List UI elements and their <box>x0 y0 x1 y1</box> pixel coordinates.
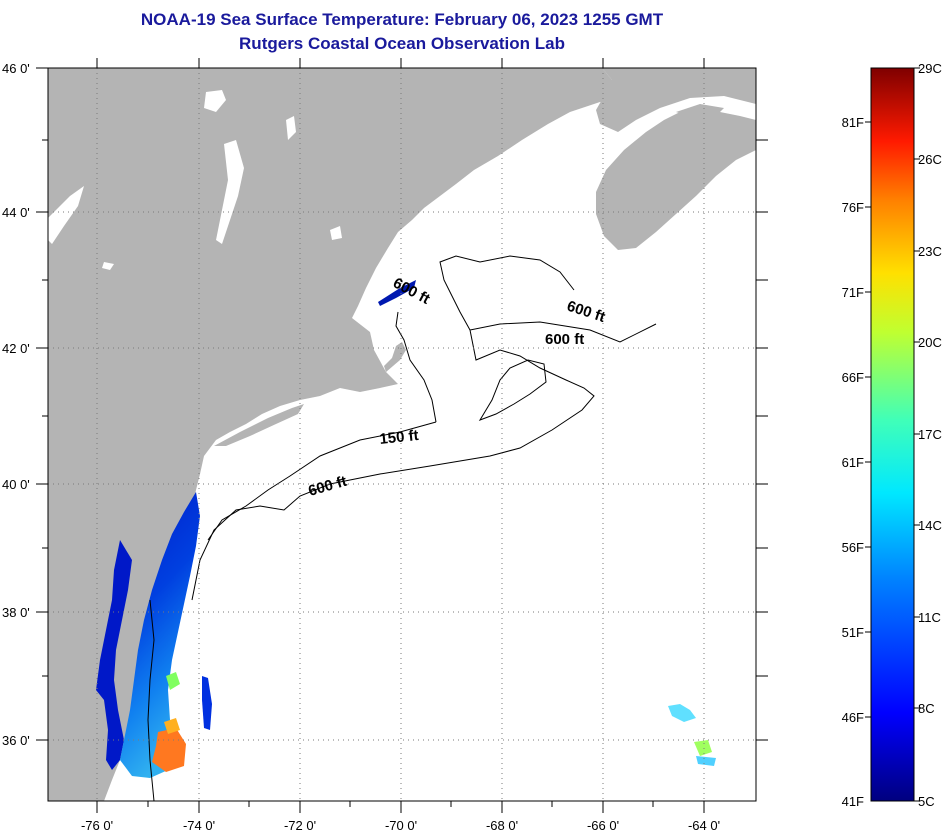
map-frame <box>47 67 757 802</box>
colorbar-label-76f: 76F <box>842 200 864 215</box>
contour-label-600ft-northeast-channel: 600 ft <box>545 331 584 348</box>
new-brunswick-land <box>596 68 756 132</box>
bathymetry-contours <box>147 255 657 801</box>
lon-label-66: -66 0' <box>587 818 619 832</box>
lon-label-64: -64 0' <box>688 818 720 832</box>
sst-offshore-speckles <box>668 704 716 766</box>
lon-label-74: -74 0' <box>183 818 215 832</box>
colorbar-label-41f: 41F <box>842 794 864 809</box>
colorbar-label-26c: 26C <box>918 152 942 167</box>
colorbar-label-17c: 17C <box>918 427 942 442</box>
pei-land <box>676 104 724 118</box>
colorbar-label-5c: 5C <box>918 794 935 809</box>
mainland-land <box>48 68 640 801</box>
colorbar-label-61f: 61F <box>842 455 864 470</box>
lon-label-72: -72 0' <box>284 818 316 832</box>
colorbar-label-46f: 46F <box>842 710 864 725</box>
sst-gulf-of-maine-sliver <box>378 280 416 306</box>
lat-label-40: 40 0' <box>2 477 30 492</box>
sst-warm-edge <box>164 718 180 734</box>
colorbar-label-23c: 23C <box>918 244 942 259</box>
long-island-land <box>214 404 304 446</box>
colorbar-label-81f: 81F <box>842 115 864 130</box>
temperature-colorbar <box>870 67 915 802</box>
sst-green-spot <box>166 672 180 690</box>
nova-scotia-land <box>596 110 756 250</box>
colorbar-label-51f: 51F <box>842 625 864 640</box>
lat-label-42: 42 0' <box>2 341 30 356</box>
map-ticks <box>36 58 768 813</box>
lat-label-46: 46 0' <box>2 61 30 76</box>
cape-cod-land <box>384 342 406 372</box>
colorbar-label-11c: 11C <box>918 610 941 625</box>
lat-lon-grid <box>48 68 756 801</box>
colorbar-label-71f: 71F <box>842 285 864 300</box>
colorbar-label-66f: 66F <box>842 370 864 385</box>
colorbar-label-8c: 8C <box>918 701 935 716</box>
sst-warm-patch <box>152 728 186 772</box>
contour-label-150ft: 150 ft <box>379 427 420 448</box>
inland-lakes <box>48 90 342 270</box>
lon-label-68: -68 0' <box>486 818 518 832</box>
sst-swath-mid-atlantic <box>120 492 200 778</box>
colorbar-label-14c: 14C <box>918 518 942 533</box>
lat-label-36: 36 0' <box>2 733 30 748</box>
colorbar-label-29c: 29C <box>918 61 942 76</box>
lon-label-76: -76 0' <box>81 818 113 832</box>
chesapeake-bay <box>96 540 132 770</box>
lon-label-70: -70 0' <box>385 818 417 832</box>
map-subtitle: Rutgers Coastal Ocean Observation Lab <box>239 34 565 53</box>
lat-label-44: 44 0' <box>2 205 30 220</box>
map-title: NOAA-19 Sea Surface Temperature: Februar… <box>140 10 664 29</box>
colorbar-ticks <box>865 67 920 802</box>
colorbar-label-56f: 56F <box>842 540 864 555</box>
sst-offshore-strip <box>202 676 212 730</box>
lat-label-38: 38 0' <box>2 605 30 620</box>
colorbar-label-20c: 20C <box>918 335 942 350</box>
